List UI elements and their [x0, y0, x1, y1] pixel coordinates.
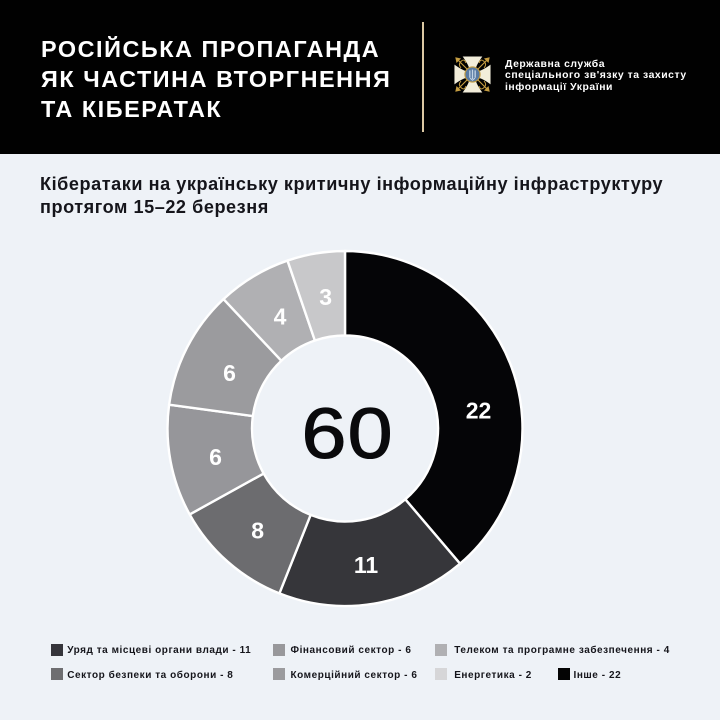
svg-text:6: 6	[209, 444, 222, 470]
svg-text:8: 8	[251, 518, 264, 544]
svg-text:60: 60	[302, 394, 394, 474]
svg-text:3: 3	[319, 284, 332, 310]
svg-text:22: 22	[466, 398, 492, 424]
svg-text:4: 4	[274, 304, 287, 330]
svg-text:6: 6	[223, 360, 236, 386]
svg-text:11: 11	[354, 552, 379, 578]
